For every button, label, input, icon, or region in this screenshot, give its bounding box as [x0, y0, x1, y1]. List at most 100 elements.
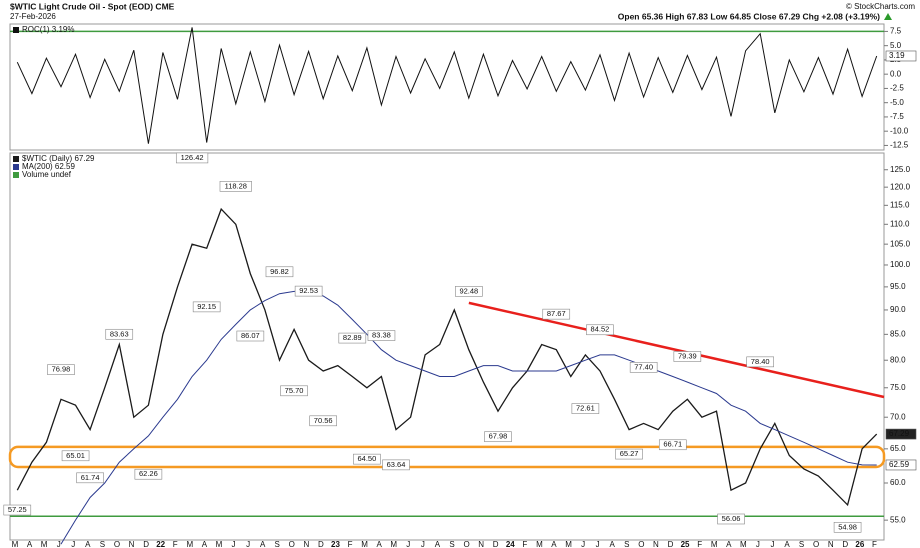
point-label: 78.40 [751, 357, 770, 366]
point-label-box [192, 301, 221, 313]
x-tick-label: M [390, 540, 397, 548]
value-tag-box [885, 428, 917, 440]
x-tick-label: M [12, 540, 19, 548]
point-label-box [47, 364, 75, 375]
point-label-box [219, 181, 252, 192]
x-tick-label: J [71, 540, 75, 548]
point-label-box [746, 356, 774, 368]
x-tick-label: N [653, 540, 659, 548]
point-label-box [236, 330, 265, 342]
x-tick-label: F [522, 540, 527, 548]
point-label: 67.98 [489, 432, 508, 441]
point-label: 57.25 [8, 505, 27, 514]
y-tick-label: 65.0 [890, 444, 906, 453]
y-tick-label: 90.0 [890, 305, 906, 314]
x-tick-label: A [260, 540, 266, 548]
x-tick-label: N [303, 540, 309, 548]
series-line [16, 207, 878, 507]
x-tick-label: F [872, 540, 877, 548]
x-tick-label: S [799, 540, 804, 548]
x-tick-label: S [100, 540, 105, 548]
x-tick-label: J [57, 540, 61, 548]
point-label: 92.53 [299, 286, 318, 295]
y-tick-label: 100.0 [890, 260, 911, 269]
point-label: 76.98 [52, 365, 71, 374]
price-panel [9, 152, 885, 541]
y-tick-label: -10.0 [890, 126, 909, 135]
y-tick-label: 115.0 [890, 200, 910, 209]
date: 27-Feb-2026 [10, 12, 56, 21]
x-tick-label: A [551, 540, 557, 548]
x-tick-label: M [216, 540, 223, 548]
point-label-box [61, 450, 90, 462]
x-tick-label: O [463, 540, 469, 548]
x-tick-label: A [27, 540, 33, 548]
x-tick-label: 25 [681, 540, 690, 548]
legend-swatch [13, 27, 19, 33]
point-label-box [615, 448, 643, 460]
x-tick-label: D [842, 540, 848, 548]
point-label: 79.39 [678, 351, 697, 360]
x-tick-label: N [478, 540, 484, 548]
x-tick-label: 26 [855, 540, 864, 548]
series-line [16, 27, 878, 144]
point-label-box [658, 439, 687, 451]
legend-label: MA(200) 62.59 [22, 162, 75, 171]
x-tick-label: J [246, 540, 250, 548]
x-tick-label: A [435, 540, 441, 548]
x-tick-label: M [536, 540, 543, 548]
point-label-box [76, 472, 104, 484]
x-tick-label: J [406, 540, 410, 548]
point-label-box [717, 513, 745, 525]
point-label: 83.38 [372, 331, 391, 340]
x-tick-label: A [784, 540, 790, 548]
point-label-box [294, 285, 323, 297]
y-tick-label: -7.5 [890, 112, 904, 121]
x-tick-label: J [232, 540, 236, 548]
x-tick-label: 22 [156, 540, 165, 548]
quote: Open 65.36 High 67.83 Low 64.85 Close 67… [618, 11, 880, 21]
x-tick-label: O [289, 540, 295, 548]
x-tick-label: O [114, 540, 120, 548]
y-tick-label: 110.0 [890, 219, 910, 228]
point-label: 72.61 [576, 404, 595, 413]
y-tick-label: 7.5 [890, 27, 902, 36]
x-tick-label: M [711, 540, 718, 548]
x-tick-label: A [726, 540, 732, 548]
chart-title: $WTIC Light Crude Oil - Spot (EOD) CME [10, 1, 175, 11]
point-label: 82.89 [343, 333, 362, 342]
point-label-box [673, 351, 702, 362]
point-label: 66.71 [663, 440, 682, 449]
point-label: 65.01 [66, 451, 85, 460]
point-label-box [309, 415, 337, 427]
point-label-box [353, 453, 381, 465]
x-tick-label: J [581, 540, 585, 548]
y-tick-label: 85.0 [890, 329, 906, 338]
point-label: 126.42 [181, 153, 204, 162]
point-label: 92.48 [459, 286, 478, 295]
x-tick-label: F [697, 540, 702, 548]
y-tick-label: -12.5 [890, 141, 909, 150]
x-tick-label: J [756, 540, 760, 548]
point-label-box [367, 330, 396, 341]
point-label-box [265, 266, 294, 278]
y-tick-label: 60.0 [890, 478, 906, 487]
point-label-box [3, 504, 32, 516]
y-tick-label: 55.0 [890, 515, 906, 524]
y-tick-label: 105.0 [890, 239, 911, 248]
point-label-box [105, 328, 134, 340]
x-tick-label: J [770, 540, 774, 548]
value-tag-box [885, 50, 917, 62]
point-label: 83.63 [110, 329, 129, 338]
x-tick-label: J [421, 540, 425, 548]
y-tick-label: 95.0 [890, 282, 906, 291]
x-tick-label: M [361, 540, 368, 548]
point-label-box [629, 362, 658, 373]
x-tick-label: S [275, 540, 280, 548]
y-tick-label: 70.0 [890, 412, 906, 421]
point-label-box [542, 308, 571, 320]
trend-line [468, 301, 885, 399]
point-label: 56.06 [722, 514, 741, 523]
series-line [60, 290, 877, 545]
